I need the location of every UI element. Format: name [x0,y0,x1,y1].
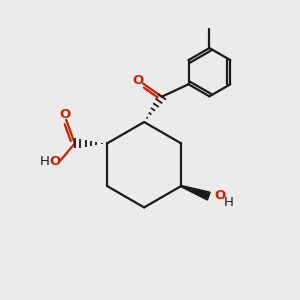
Text: O: O [49,155,60,168]
Text: H: H [39,155,49,168]
Text: H: H [224,196,234,209]
Text: O: O [132,74,143,87]
Text: O: O [59,108,70,121]
Text: O: O [214,189,225,202]
Polygon shape [181,185,210,200]
